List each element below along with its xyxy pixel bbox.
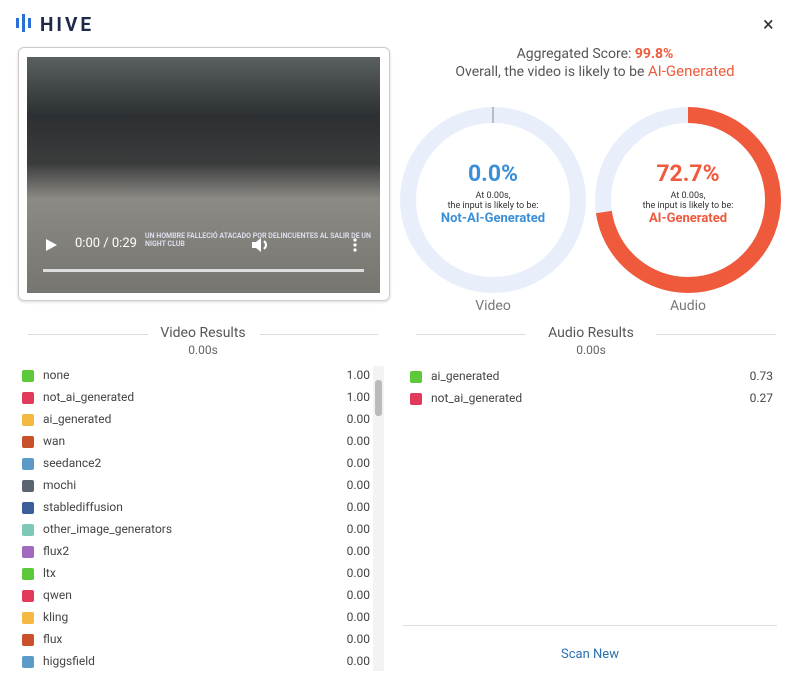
gauge-percent: 0.0%	[467, 160, 519, 187]
gauge-arc	[595, 107, 781, 293]
result-value: 0.00	[346, 654, 370, 668]
scan-new-button[interactable]: Scan New	[561, 647, 619, 662]
section-title: Video Results	[160, 325, 246, 341]
legend-swatch	[22, 502, 34, 514]
legend-swatch	[22, 546, 34, 558]
section-title: Audio Results	[548, 325, 634, 341]
legend-swatch	[22, 436, 34, 448]
aggregated-score: Aggregated Score: 99.8%	[400, 46, 790, 62]
legend-swatch	[22, 480, 34, 492]
legend-swatch	[410, 371, 422, 383]
result-label: stablediffusion	[43, 500, 123, 514]
result-label: flux	[43, 632, 63, 646]
result-value: 0.00	[346, 566, 370, 580]
result-label: not_ai_generated	[43, 390, 135, 404]
result-label: flux2	[43, 544, 70, 558]
score-value: 99.8%	[634, 46, 674, 62]
gauge-at: At 0.00s,	[475, 191, 511, 201]
divider	[403, 625, 777, 626]
legend-swatch	[22, 524, 34, 536]
result-value: 1.00	[346, 390, 370, 404]
result-value: 0.00	[346, 522, 370, 536]
section-time: 0.00s	[576, 343, 606, 357]
divider	[656, 334, 776, 335]
result-label: ltx	[43, 566, 56, 580]
result-value: 0.00	[346, 456, 370, 470]
legend-swatch	[22, 568, 34, 580]
video-player[interactable]	[27, 57, 380, 293]
result-value: 0.00	[346, 588, 370, 602]
result-label: not_ai_generated	[431, 391, 523, 405]
video-frame	[18, 47, 390, 301]
logo-icon	[16, 14, 31, 32]
result-label: ai_generated	[43, 412, 112, 426]
gauge-result: Not-AI-Generated	[440, 211, 546, 226]
legend-swatch	[22, 458, 34, 470]
result-label: other_image_generators	[43, 522, 173, 536]
gauge-percent: 72.7%	[656, 160, 720, 187]
result-value: 1.00	[346, 368, 370, 382]
video-ticker: UN HOMBRE FALLECIÓ ATACADO POR DELINCUEN…	[145, 232, 371, 248]
result-value: 0.00	[346, 434, 370, 448]
section-time: 0.00s	[188, 343, 218, 357]
gauge-at: At 0.00s,	[670, 191, 706, 201]
result-value: 0.00	[346, 544, 370, 558]
legend-swatch	[22, 656, 34, 668]
scroll-thumb[interactable]	[375, 380, 382, 416]
result-label: seedance2	[43, 456, 102, 470]
legend-swatch	[22, 370, 34, 382]
legend-swatch	[22, 634, 34, 646]
gauges	[400, 107, 781, 293]
gauge-text: 0.0% At 0.00s, the input is likely to be: N…	[408, 160, 578, 226]
result-value: 0.00	[346, 632, 370, 646]
gauge-caption: Video	[475, 298, 511, 314]
verdict: AI-Generated	[647, 62, 735, 80]
result-label: mochi	[43, 478, 77, 492]
brand: HIVE	[40, 13, 95, 36]
summary-text: Overall, the video is likely to be AI-Ge…	[400, 62, 790, 80]
result-value: 0.00	[346, 610, 370, 624]
result-label: kling	[43, 610, 69, 624]
close-button[interactable]: ×	[763, 12, 774, 36]
result-value: 0.73	[749, 369, 773, 383]
legend-swatch	[22, 612, 34, 624]
gauge-result: AI-Generated	[648, 211, 728, 226]
volume-button[interactable]	[250, 236, 270, 254]
result-value: 0.00	[346, 412, 370, 426]
summary-line: Overall, the video is likely to be	[455, 64, 645, 80]
result-value: 0.00	[346, 478, 370, 492]
legend-swatch	[22, 590, 34, 602]
result-label: higgsfield	[43, 654, 95, 668]
legend-swatch	[22, 414, 34, 426]
legend-swatch	[22, 392, 34, 404]
result-label: ai_generated	[431, 369, 500, 383]
scrollbar[interactable]	[373, 366, 384, 671]
video-time: 0:00 / 0:29	[75, 236, 137, 251]
gauge-caption: Audio	[669, 298, 707, 314]
result-value: 0.00	[346, 500, 370, 514]
score-label: Aggregated Score:	[516, 46, 632, 62]
result-value: 0.27	[749, 391, 773, 405]
result-label: none	[43, 368, 70, 382]
divider	[260, 334, 378, 335]
gauge-line: the input is likely to be:	[642, 201, 734, 211]
divider	[416, 334, 526, 335]
divider	[28, 334, 148, 335]
menu-button[interactable]	[350, 237, 360, 253]
result-label: qwen	[43, 588, 72, 602]
gauge-text: 72.7% At 0.00s, the input is likely to be:…	[603, 160, 773, 226]
gauge-line: the input is likely to be:	[447, 201, 539, 211]
result-label: wan	[43, 434, 66, 448]
play-button[interactable]	[44, 237, 58, 253]
progress-bar[interactable]	[43, 269, 364, 272]
legend-swatch	[410, 393, 422, 405]
